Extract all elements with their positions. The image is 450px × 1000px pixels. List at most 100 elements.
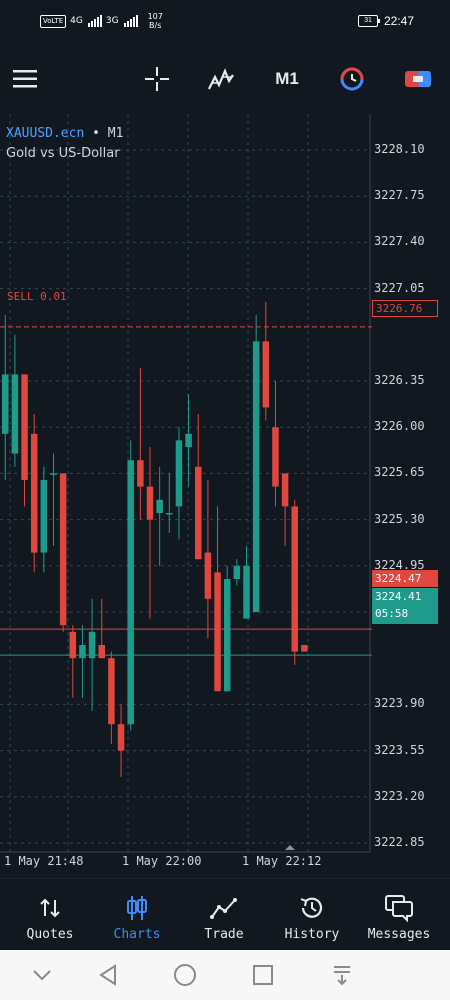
price-axis-label: 3223.90: [374, 696, 425, 711]
tab-label: Charts: [113, 927, 161, 942]
crosshair-icon[interactable]: [138, 44, 176, 114]
candle-bearish: [21, 374, 28, 480]
candle-bullish: [223, 579, 231, 692]
candle-bearish: [137, 460, 144, 487]
candle-bullish: [252, 341, 260, 612]
chart-toolbar: M1: [0, 44, 450, 114]
ask-price-tag: 3224.47: [372, 570, 438, 587]
candle-bearish: [30, 433, 38, 553]
volte-badge: VoLTE: [40, 14, 67, 28]
price-axis-label: 3225.65: [374, 465, 425, 480]
candle-bearish: [301, 645, 308, 652]
back-icon[interactable]: [78, 950, 138, 1000]
price-axis-label: 3222.85: [374, 835, 425, 849]
bid-price: 3224.41: [375, 590, 422, 603]
clock: 22:47: [383, 14, 414, 28]
price-axis-label: 3225.30: [374, 511, 425, 526]
candle-bearish: [195, 466, 202, 560]
candle-bullish: [11, 374, 19, 454]
candle-bullish: [175, 440, 183, 507]
tab-history[interactable]: History: [267, 879, 357, 951]
charts-icon: [125, 893, 149, 923]
trade-chart-icon: [210, 893, 238, 923]
menu-icon[interactable]: [6, 44, 44, 114]
tab-label: Quotes: [26, 927, 74, 942]
signal-icon: [123, 15, 138, 27]
candle-bullish: [185, 433, 192, 447]
tab-label: Messages: [367, 927, 431, 942]
bid-price-tag: 3224.41 05:58: [372, 588, 438, 624]
candle-bearish: [262, 341, 270, 408]
status-bar-left: VoLTE 4G 3G 107 B/s: [40, 12, 163, 30]
candle-bullish: [243, 565, 250, 619]
sell-order-price-tag: 3226.76: [372, 300, 438, 317]
recents-icon[interactable]: [233, 950, 293, 1000]
candle-bearish: [204, 552, 212, 599]
price-axis-label: 3227.05: [374, 280, 425, 295]
candlestick-chart[interactable]: [0, 114, 450, 878]
current-time-marker: [285, 845, 295, 850]
status-bar: VoLTE 4G 3G 107 B/s 31 22:47: [0, 0, 450, 44]
status-bar-right: 31 22:47: [357, 14, 414, 28]
candle-bullish: [2, 374, 9, 434]
tab-trade[interactable]: Trade: [179, 879, 269, 951]
candle-bullish: [40, 480, 48, 553]
time-axis-label: 1 May 22:12: [242, 854, 322, 868]
candle-bearish: [108, 658, 115, 725]
network-speed-value: 107: [147, 12, 163, 21]
tab-messages[interactable]: Messages: [354, 879, 444, 951]
candle-bearish: [117, 724, 125, 751]
down-chevron-icon[interactable]: [12, 950, 72, 1000]
history-icon: [298, 893, 326, 923]
home-icon[interactable]: [155, 950, 215, 1000]
timeframe-button[interactable]: M1: [264, 44, 310, 114]
candle-bullish: [156, 499, 163, 513]
trade-icon[interactable]: [332, 44, 372, 114]
price-axis-label: 3227.40: [374, 234, 425, 249]
candle-bearish: [272, 427, 279, 487]
candle-bearish: [214, 572, 221, 692]
time-axis-label: 1 May 21:48: [4, 854, 84, 868]
candle-bullish: [50, 473, 57, 475]
indicators-icon[interactable]: [202, 44, 240, 114]
candle-bearish: [69, 631, 77, 659]
price-axis-label: 3226.35: [374, 373, 425, 387]
candle-bearish: [291, 506, 298, 652]
price-axis-label: 3227.75: [374, 188, 425, 203]
bar-countdown: 05:58: [375, 607, 409, 620]
sim2-net: 3G: [105, 16, 119, 26]
network-speed-unit: B/s: [149, 21, 162, 30]
battery-icon: 31: [357, 15, 380, 27]
candle-bullish: [127, 460, 134, 725]
price-axis-label: 3226.00: [374, 419, 425, 434]
candle-bearish: [98, 645, 105, 659]
notification-icon[interactable]: [312, 950, 372, 1000]
messages-icon: [384, 893, 414, 923]
candle-bearish: [146, 486, 154, 520]
tab-label: History: [284, 927, 340, 942]
price-axis-label: 3224.95: [374, 557, 425, 572]
tab-label: Trade: [204, 927, 244, 942]
candle-bullish: [166, 513, 173, 515]
chart-symbol-line: XAUUSD.ecn • M1: [6, 126, 124, 141]
candle-bearish: [281, 473, 289, 507]
symbol-name: XAUUSD.ecn: [6, 126, 85, 141]
price-chart[interactable]: XAUUSD.ecn • M1 Gold vs US-Dollar SELL 0…: [0, 114, 450, 895]
quotes-icon: [38, 893, 62, 923]
price-axis-label: 3228.10: [374, 142, 425, 156]
account-icon[interactable]: [398, 44, 438, 114]
time-axis-label: 1 May 22:00: [122, 854, 202, 868]
tab-charts[interactable]: Charts: [92, 879, 182, 951]
candle-bearish: [59, 473, 67, 626]
sim1-net: 4G: [70, 16, 83, 26]
candle-bullish: [79, 645, 86, 659]
candle-bullish: [233, 565, 241, 579]
signal-icon: [87, 15, 102, 27]
network-speed: 107 B/s: [148, 12, 163, 30]
price-axis-label: 3223.55: [374, 742, 425, 757]
symbol-timeframe: M1: [107, 126, 124, 141]
timeframe-label: M1: [275, 69, 299, 88]
tab-quotes[interactable]: Quotes: [5, 879, 95, 951]
sell-order-label[interactable]: SELL 0.01: [7, 290, 67, 303]
symbol-description: Gold vs US-Dollar: [6, 146, 120, 161]
